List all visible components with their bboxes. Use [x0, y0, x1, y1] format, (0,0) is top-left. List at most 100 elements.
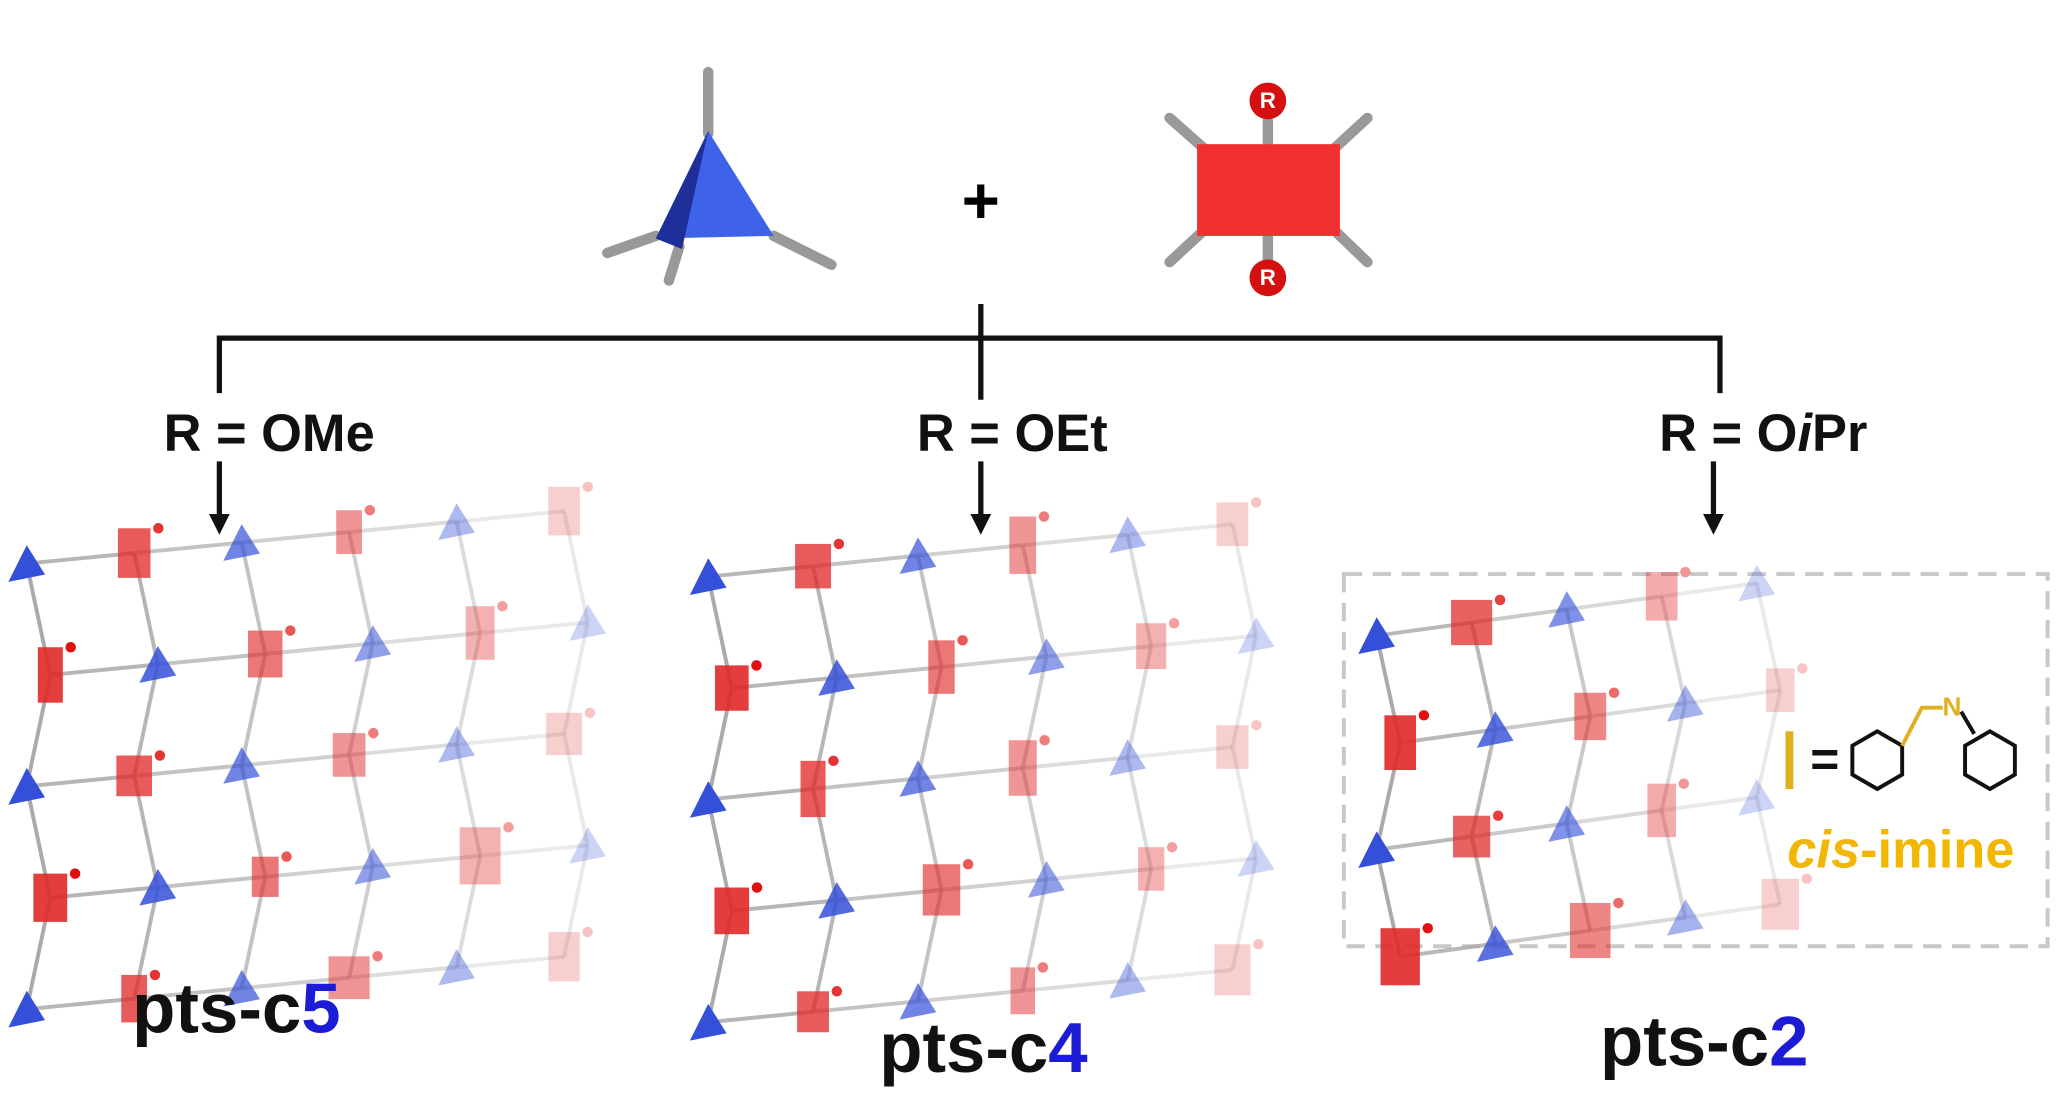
substituent-atom — [364, 504, 376, 516]
square-node — [1008, 740, 1037, 796]
framework-bond — [1659, 595, 1688, 704]
tetrahedral-node — [899, 537, 937, 575]
framework-bond — [1566, 808, 1662, 826]
framework-bond — [562, 510, 590, 623]
framework-bond — [241, 752, 350, 768]
legend-name: cis-imine — [1787, 822, 2014, 880]
framework-bond — [348, 519, 457, 535]
framework-bond — [454, 632, 483, 745]
square-node — [336, 510, 362, 554]
framework-bond — [1125, 868, 1154, 981]
substituent-ball — [1249, 259, 1287, 297]
tetrahedral-node — [1109, 739, 1146, 776]
square-node — [1216, 502, 1249, 547]
framework-bond — [26, 773, 135, 789]
substituent-atom — [957, 635, 968, 646]
substituent-atom — [1251, 719, 1262, 731]
substituent-atom — [1168, 618, 1180, 629]
framework-bond — [1230, 746, 1258, 859]
square-node — [248, 630, 283, 678]
square-node — [1761, 878, 1799, 930]
square-node — [928, 640, 955, 694]
framework-bond — [941, 654, 1047, 670]
legend-atom: N — [1942, 692, 1961, 722]
framework-bond — [917, 766, 1023, 781]
substituent-label: R — [1260, 88, 1276, 113]
framework-bond — [1022, 532, 1128, 548]
framework-bond — [1684, 902, 1781, 920]
condition: R = OiPr — [1659, 405, 1867, 463]
product-label: pts-c2 — [1600, 1002, 1808, 1081]
tetrahedral-node — [1109, 516, 1146, 554]
substituent-atom — [1492, 810, 1504, 821]
tetrahedral-node — [8, 545, 46, 582]
tetrahedral-node — [1476, 711, 1514, 748]
substituent-atom — [582, 481, 594, 493]
substituent-atom — [154, 750, 166, 761]
tetrahedral-node — [899, 760, 937, 797]
substituent-atom — [503, 822, 514, 833]
tetrahedral-node — [223, 969, 260, 1007]
substituent-atom — [149, 969, 161, 981]
substituent-atom — [1253, 938, 1264, 950]
substituent-atom — [1418, 710, 1430, 721]
square-node — [37, 647, 63, 703]
condition-lhs: R — [1659, 405, 1697, 463]
framework-bond — [1046, 866, 1152, 882]
framework-bond — [1125, 757, 1154, 870]
square-node — [548, 486, 580, 536]
tetrahedral-node — [223, 524, 260, 561]
product-label: pts-c4 — [879, 1008, 1087, 1087]
square-node — [1009, 516, 1037, 574]
substituent-atom — [1038, 511, 1050, 522]
substituent-atom — [751, 882, 763, 893]
square-node — [1010, 967, 1035, 1015]
square-node — [546, 712, 583, 756]
tetrahedral-node — [1028, 861, 1065, 898]
framework-bond — [1150, 856, 1257, 871]
framework-bond — [454, 744, 483, 857]
framework-bond — [1230, 858, 1258, 971]
framework-bond — [1150, 633, 1257, 649]
framework-bond — [731, 675, 837, 691]
product-prefix: pts-c — [879, 1008, 1048, 1087]
framework-bond — [1754, 796, 1783, 905]
framework-bond — [347, 865, 375, 979]
tetrahedral-node — [139, 868, 177, 906]
square-node — [1645, 572, 1678, 621]
substituent-atom — [1494, 594, 1506, 606]
framework-bond — [133, 540, 242, 556]
framework-bond — [917, 543, 1023, 558]
framework-bond — [347, 643, 375, 756]
framework-bond — [50, 662, 158, 677]
plus-sign: + — [962, 164, 1000, 237]
tetrahedral-node — [354, 847, 392, 885]
framework-bond — [708, 1009, 814, 1025]
framework-bond — [1127, 522, 1233, 537]
substituent-atom — [962, 858, 974, 870]
square-node — [1138, 847, 1165, 891]
substituent-ball — [1249, 82, 1287, 120]
framework-bond — [479, 843, 588, 858]
condition: R = OEt — [917, 405, 1108, 463]
framework-bond — [1230, 635, 1258, 748]
substituent-atom — [1608, 687, 1620, 699]
substituent-atom — [1037, 962, 1049, 973]
square-node — [714, 887, 750, 935]
framework-bond — [347, 754, 375, 867]
framework-bond — [1046, 644, 1152, 659]
condition-rhs: O — [1757, 405, 1798, 463]
substituent-atom — [1039, 734, 1050, 746]
square-node — [251, 856, 279, 897]
tetrahedral-node — [818, 659, 856, 696]
tetrahedral-node — [818, 882, 856, 919]
framework-bond — [1754, 689, 1783, 798]
product-number: 4 — [1048, 1008, 1087, 1087]
framework-bond — [812, 776, 919, 791]
condition-rhs: OEt — [1014, 405, 1107, 463]
substituent-atom — [281, 851, 292, 862]
substituent-atom — [285, 625, 296, 636]
condition-rhs-italic: i — [1797, 405, 1813, 463]
framework-bond — [562, 622, 590, 735]
framework-bond — [265, 864, 373, 879]
